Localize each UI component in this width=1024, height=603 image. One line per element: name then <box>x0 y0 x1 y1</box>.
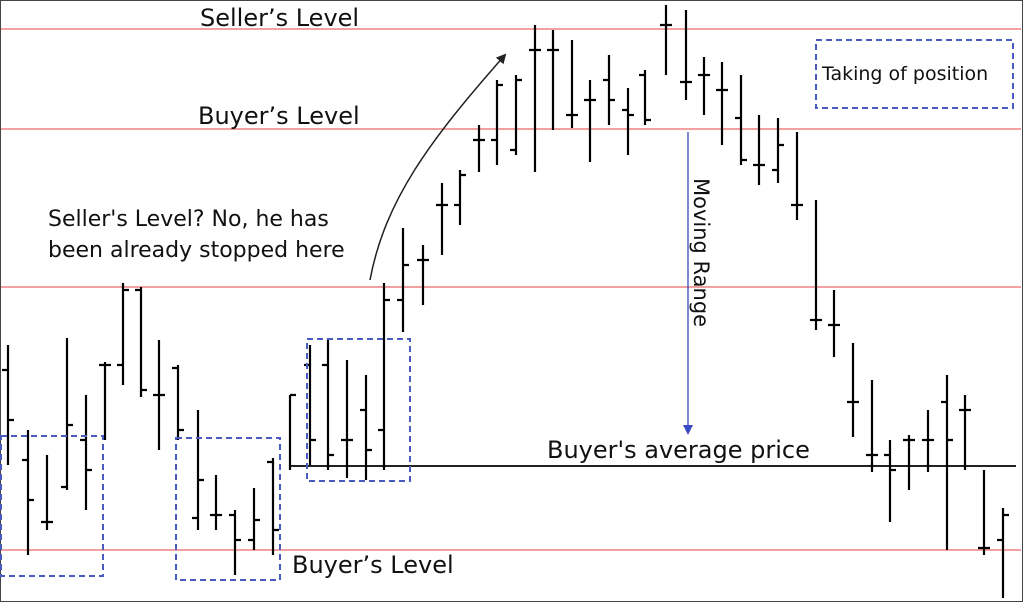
label: Seller's Level? No, he has <box>48 207 329 232</box>
label: Taking of position <box>821 63 988 85</box>
label: Buyer’s Level <box>198 102 360 130</box>
label: been already stopped here <box>48 238 345 263</box>
price-bars <box>2 5 1009 598</box>
label: Seller’s Level <box>200 4 359 32</box>
position-boxes <box>0 39 1014 581</box>
label: Buyer’s Level <box>292 551 454 579</box>
move-arrow <box>369 53 507 281</box>
label: Moving Range <box>689 178 713 327</box>
level-lines <box>1 28 1021 551</box>
label: Buyer's average price <box>547 436 810 464</box>
